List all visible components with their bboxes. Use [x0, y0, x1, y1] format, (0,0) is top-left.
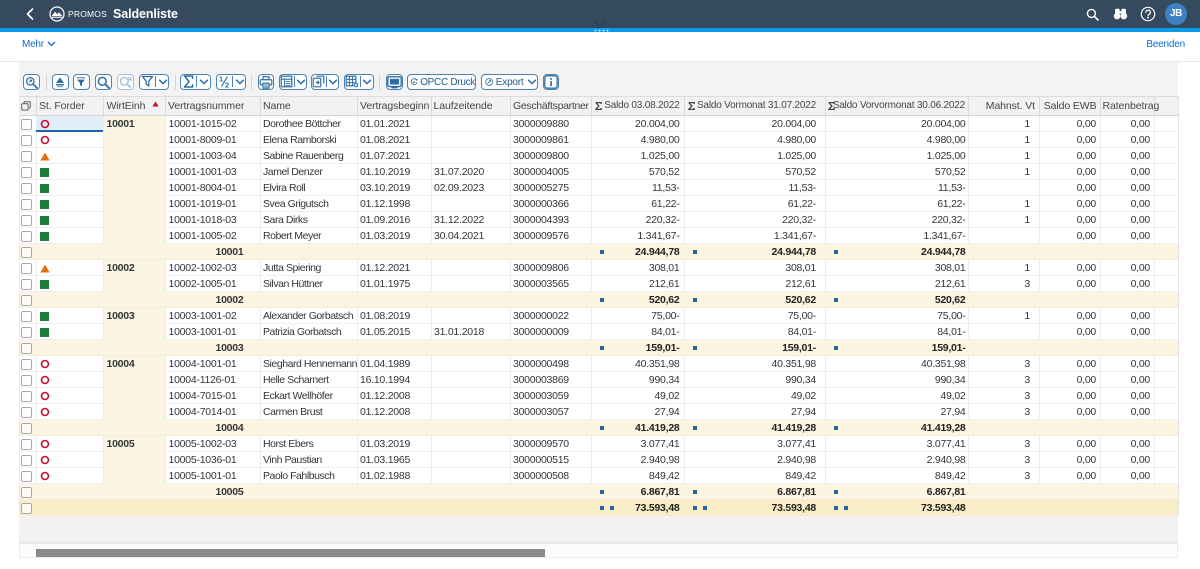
svg-text:2: 2: [225, 81, 229, 89]
svg-text:1: 1: [219, 75, 223, 84]
